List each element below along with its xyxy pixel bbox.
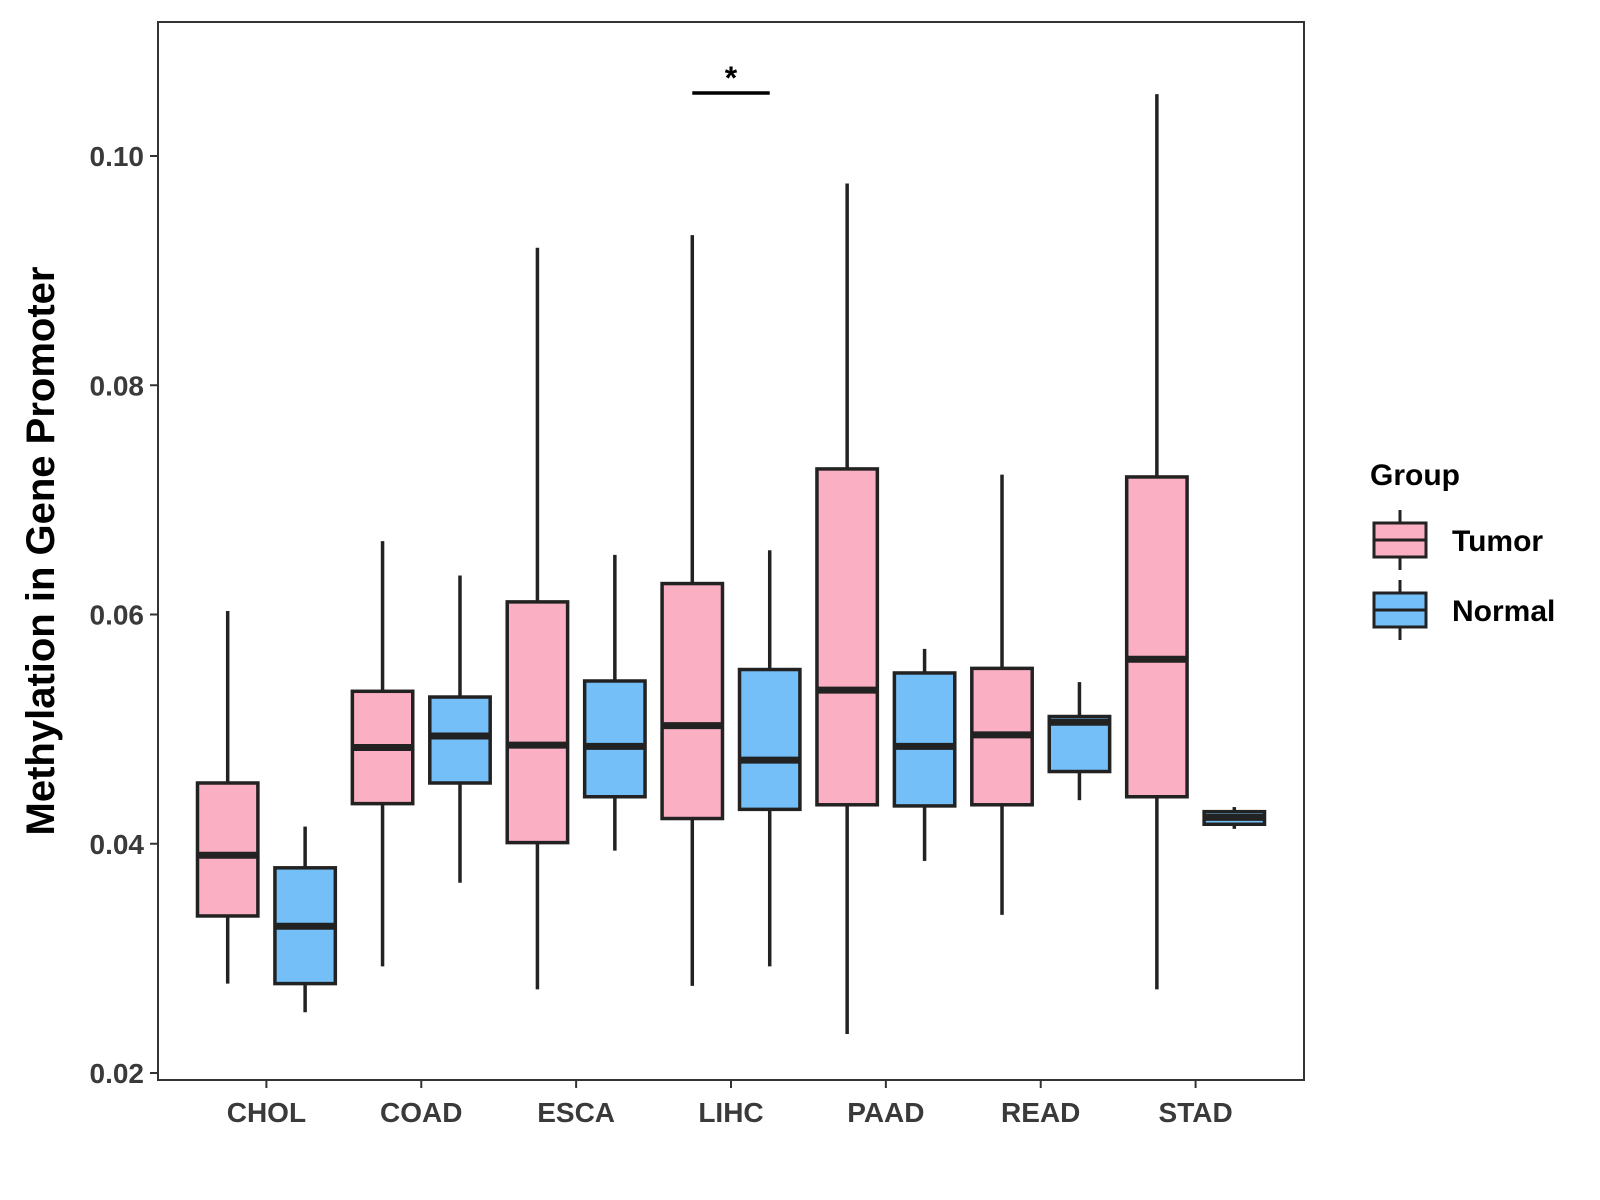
y-tick-label: 0.06	[90, 600, 145, 631]
x-tick-label-read: READ	[1001, 1097, 1080, 1128]
box-body	[815, 467, 880, 807]
box-normal-coad	[428, 575, 492, 883]
legend-item-normal: Normal	[1372, 580, 1555, 640]
x-tick-label-coad: COAD	[380, 1097, 462, 1128]
box-normal-lihc	[737, 550, 802, 967]
box-tumor-stad	[1124, 94, 1189, 990]
y-tick-label: 0.08	[90, 370, 145, 401]
significance-star: *	[725, 60, 738, 96]
legend-item-tumor: Tumor	[1372, 510, 1543, 570]
y-tick-label: 0.04	[90, 829, 145, 860]
box-normal-read	[1047, 682, 1112, 801]
box-body	[892, 671, 957, 808]
boxes-layer	[195, 94, 1267, 1035]
box-tumor-chol	[195, 611, 260, 984]
plot-panel	[157, 21, 1305, 1081]
y-axis: 0.02 0.04 0.06 0.08 0.10	[90, 141, 158, 1089]
x-tick-label-paad: PAAD	[847, 1097, 924, 1128]
x-tick-label-esca: ESCA	[537, 1097, 615, 1128]
y-tick-label: 0.10	[90, 141, 145, 172]
significance-layer: *	[692, 60, 770, 96]
y-tick-label: 0.02	[90, 1058, 145, 1089]
x-tick-label-lihc: LIHC	[698, 1097, 763, 1128]
box-body	[737, 667, 802, 812]
box-tumor-coad	[350, 541, 415, 967]
box-tumor-esca	[505, 247, 570, 990]
legend: Group Tumor Normal	[1370, 459, 1555, 640]
box-tumor-read	[970, 474, 1034, 915]
x-tick-label-chol: CHOL	[227, 1097, 306, 1128]
box-normal-paad	[892, 648, 957, 861]
x-tick-label-stad: STAD	[1159, 1097, 1233, 1128]
y-axis-title: Methylation in Gene Promoter	[19, 267, 63, 836]
box-tumor-lihc	[660, 235, 725, 986]
box-body	[195, 781, 260, 918]
box-body	[1124, 475, 1189, 799]
box-normal-chol	[273, 826, 338, 1013]
box-tumor-paad	[815, 183, 880, 1035]
x-axis: CHOL COAD ESCA LIHC PAAD READ STAD	[227, 1080, 1233, 1128]
box-body	[505, 600, 570, 845]
legend-label: Tumor	[1452, 525, 1543, 558]
box-body	[582, 679, 647, 799]
box-normal-stad	[1202, 807, 1267, 829]
legend-label: Normal	[1452, 595, 1555, 628]
box-normal-esca	[582, 554, 647, 851]
legend-title: Group	[1370, 459, 1460, 492]
box-body	[428, 695, 492, 785]
box-body	[660, 581, 725, 821]
